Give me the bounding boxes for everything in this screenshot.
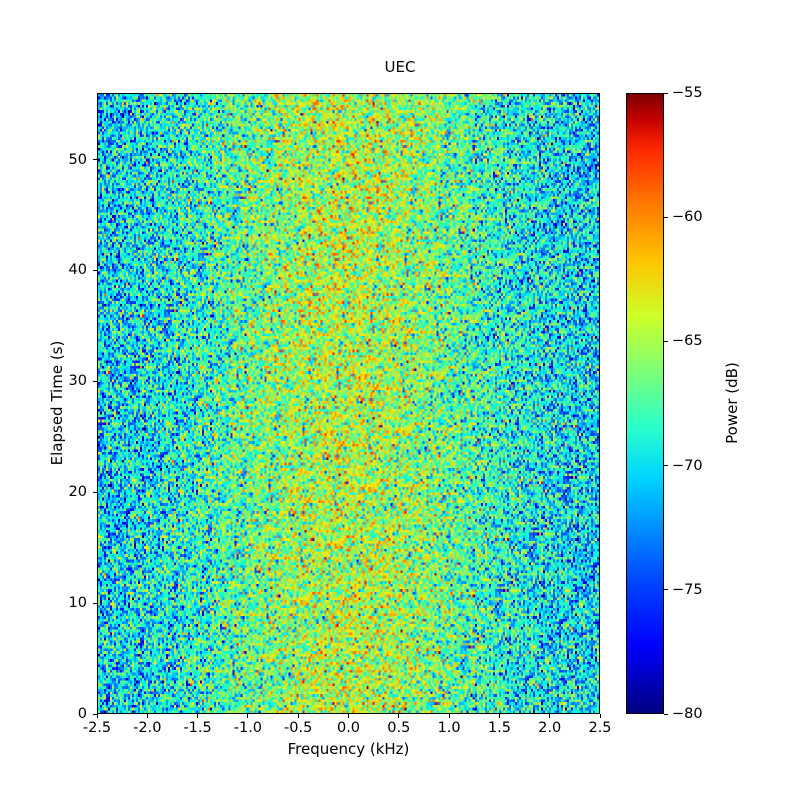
y-tick-label: 30 <box>68 373 87 390</box>
x-tick-label: 0.5 <box>387 720 411 736</box>
colorbar-tick-mark <box>664 465 668 467</box>
x-tick-mark <box>297 714 299 718</box>
x-tick-mark <box>549 714 551 718</box>
colorbar-label: Power (dB) <box>723 362 741 444</box>
x-axis-label: Frequency (kHz) <box>287 740 410 758</box>
colorbar-tick-label: −80 <box>672 706 703 722</box>
colorbar-tick-mark <box>664 216 668 218</box>
y-tick-mark <box>93 380 97 382</box>
colorbar-tick-label: −60 <box>672 209 703 226</box>
x-tick-mark <box>448 714 450 718</box>
x-tick-label: 1.5 <box>487 720 511 736</box>
y-tick-mark <box>93 602 97 604</box>
x-tick-mark <box>398 714 400 718</box>
x-tick-mark <box>348 714 349 718</box>
x-tick-label: -1.0 <box>233 720 263 736</box>
y-tick-label: 10 <box>68 595 87 612</box>
colorbar-tick-mark <box>664 713 668 715</box>
y-axis-label: Elapsed Time (s) <box>48 340 66 466</box>
colorbar-tick-label: −75 <box>672 581 703 598</box>
y-tick-mark <box>93 159 97 161</box>
x-tick-mark <box>146 714 148 718</box>
colorbar-tick-mark <box>664 589 668 591</box>
x-tick-label: -1.5 <box>183 720 212 736</box>
x-tick-mark <box>498 714 500 718</box>
colorbar-tick-label: −70 <box>672 457 703 474</box>
colorbar-tick-label: −65 <box>672 333 703 350</box>
x-tick-mark <box>599 714 601 718</box>
y-tick-label: 20 <box>68 484 87 501</box>
y-tick-label: 40 <box>68 262 87 279</box>
x-tick-label: -0.5 <box>284 720 313 736</box>
x-tick-label: 1.0 <box>437 720 461 736</box>
x-tick-label: -2.0 <box>133 720 162 736</box>
plot-title-station: UEC <box>384 58 416 76</box>
y-tick-mark <box>93 491 97 493</box>
colorbar-gradient <box>627 94 663 713</box>
colorbar-tick-mark <box>664 92 668 94</box>
y-tick-label: 0 <box>77 706 87 722</box>
y-tick-mark <box>93 713 97 715</box>
y-tick-mark <box>93 269 97 271</box>
x-tick-label: 0.0 <box>336 720 361 736</box>
colorbar <box>626 93 664 714</box>
x-tick-label: 2.5 <box>588 720 612 736</box>
x-tick-mark <box>247 714 249 718</box>
spectrogram-plot-area <box>97 93 600 714</box>
x-tick-mark <box>197 714 199 718</box>
x-tick-mark <box>96 714 98 718</box>
colorbar-tick-mark <box>664 340 668 342</box>
x-tick-label: 2.0 <box>538 720 562 736</box>
y-tick-label: 50 <box>68 151 87 168</box>
x-tick-label: -2.5 <box>82 720 112 736</box>
colorbar-tick-label: −55 <box>672 85 703 101</box>
spectrogram-image <box>98 94 599 713</box>
